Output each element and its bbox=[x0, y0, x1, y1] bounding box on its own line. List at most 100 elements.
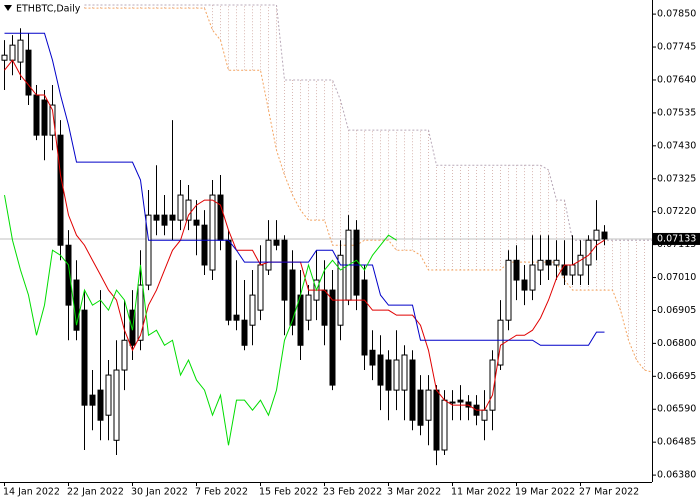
candle-body bbox=[241, 319, 248, 346]
candle-body bbox=[281, 239, 288, 301]
y-tick-label: 0.06800 bbox=[657, 338, 696, 349]
candle-body bbox=[537, 259, 544, 271]
candle-body bbox=[393, 359, 400, 391]
candle-body bbox=[153, 214, 160, 221]
x-tick-label: 27 Mar 2022 bbox=[579, 487, 639, 498]
candle-body bbox=[369, 349, 376, 366]
current-price-label: 0.07133 bbox=[657, 233, 696, 244]
y-tick-label: 0.06380 bbox=[657, 470, 696, 481]
candle-body bbox=[193, 219, 200, 226]
y-tick-label: 0.07850 bbox=[657, 9, 696, 20]
candle-body bbox=[257, 264, 264, 311]
y-tick-label: 0.06695 bbox=[657, 371, 696, 382]
y-tick-label: 0.07220 bbox=[657, 206, 696, 217]
x-tick-label: 19 Mar 2022 bbox=[515, 487, 575, 498]
candle-body bbox=[161, 214, 168, 226]
candle-body bbox=[145, 214, 152, 286]
candle-body bbox=[65, 244, 72, 306]
x-tick-label: 15 Feb 2022 bbox=[259, 487, 318, 498]
candle-body bbox=[441, 399, 448, 451]
candle-body bbox=[329, 289, 336, 386]
x-tick-label: 7 Feb 2022 bbox=[195, 487, 248, 498]
candle-body bbox=[425, 389, 432, 421]
candle-body bbox=[337, 254, 344, 326]
indicator-line bbox=[4, 59, 605, 411]
candle-body bbox=[553, 259, 560, 266]
candle-body bbox=[601, 231, 608, 240]
candle-body bbox=[113, 369, 120, 441]
x-tick-label: 22 Jan 2022 bbox=[67, 487, 124, 498]
candle-body bbox=[57, 134, 64, 246]
candle-body bbox=[105, 374, 112, 416]
candle-body bbox=[401, 354, 408, 391]
candle-body bbox=[321, 289, 328, 326]
candle-body bbox=[545, 259, 552, 266]
candle-body bbox=[233, 314, 240, 321]
candle-body bbox=[9, 44, 16, 61]
candle-body bbox=[177, 194, 184, 221]
y-tick-label: 0.07535 bbox=[657, 107, 696, 118]
y-tick-label: 0.07325 bbox=[657, 173, 696, 184]
cloud-span-line bbox=[84, 4, 652, 241]
candle-body bbox=[209, 194, 216, 271]
candle-body bbox=[289, 269, 296, 326]
indicator-line bbox=[4, 32, 605, 346]
candle-body bbox=[97, 389, 104, 421]
candle-body bbox=[217, 194, 224, 241]
candle-body bbox=[377, 354, 384, 386]
candle-body bbox=[17, 39, 24, 63]
candle-body bbox=[41, 99, 48, 136]
candle-body bbox=[201, 224, 208, 266]
candle-body bbox=[297, 294, 304, 346]
candle-body bbox=[513, 259, 520, 281]
candle-body bbox=[505, 259, 512, 321]
candle-body bbox=[481, 409, 488, 421]
candle-body bbox=[305, 294, 312, 321]
candle-body bbox=[497, 319, 504, 366]
candle-body bbox=[249, 294, 256, 326]
candle-body bbox=[273, 239, 280, 246]
y-tick-label: 0.06590 bbox=[657, 404, 696, 415]
candle-body bbox=[577, 254, 584, 276]
y-tick-label: 0.07640 bbox=[657, 74, 696, 85]
candle-body bbox=[457, 399, 464, 403]
candle-body bbox=[561, 264, 568, 276]
candle-body bbox=[433, 389, 440, 451]
x-tick-label: 14 Jan 2022 bbox=[3, 487, 60, 498]
y-tick-label: 0.07430 bbox=[657, 140, 696, 151]
candle-body bbox=[529, 264, 536, 291]
candle-body bbox=[169, 214, 176, 221]
indicator-line bbox=[4, 194, 397, 446]
candle-body bbox=[569, 264, 576, 276]
candle-body bbox=[265, 239, 272, 271]
candle-body bbox=[465, 401, 472, 408]
candle-body bbox=[121, 339, 128, 371]
candle-body bbox=[25, 49, 32, 96]
candle-body bbox=[89, 394, 96, 406]
x-tick-label: 11 Mar 2022 bbox=[451, 487, 511, 498]
candle-body bbox=[185, 199, 192, 221]
y-tick-label: 0.07010 bbox=[657, 272, 696, 283]
candle-body bbox=[521, 279, 528, 291]
candle-body bbox=[417, 389, 424, 426]
x-tick-label: 23 Feb 2022 bbox=[323, 487, 382, 498]
candle-body bbox=[449, 401, 456, 404]
x-tick-label: 3 Mar 2022 bbox=[387, 487, 441, 498]
candle-body bbox=[593, 229, 600, 241]
plot-area bbox=[0, 4, 652, 466]
candle-body bbox=[81, 309, 88, 406]
x-tick-label: 30 Jan 2022 bbox=[131, 487, 188, 498]
candle-body bbox=[137, 284, 144, 341]
candle-body bbox=[489, 359, 496, 411]
candle-body bbox=[1, 54, 8, 61]
y-tick-label: 0.06485 bbox=[657, 437, 696, 448]
candle-body bbox=[225, 239, 232, 321]
axes: 0.07850 0.07745 0.07640 0.07535 0.07430 0.073… bbox=[3, 9, 700, 498]
chart-title: ETHBTC,Daily bbox=[16, 4, 81, 15]
candle-body bbox=[49, 104, 56, 136]
symbol-menu-icon[interactable] bbox=[4, 5, 12, 11]
y-tick-label: 0.06905 bbox=[657, 305, 696, 316]
candle-body bbox=[33, 94, 40, 136]
candle-body bbox=[385, 359, 392, 391]
